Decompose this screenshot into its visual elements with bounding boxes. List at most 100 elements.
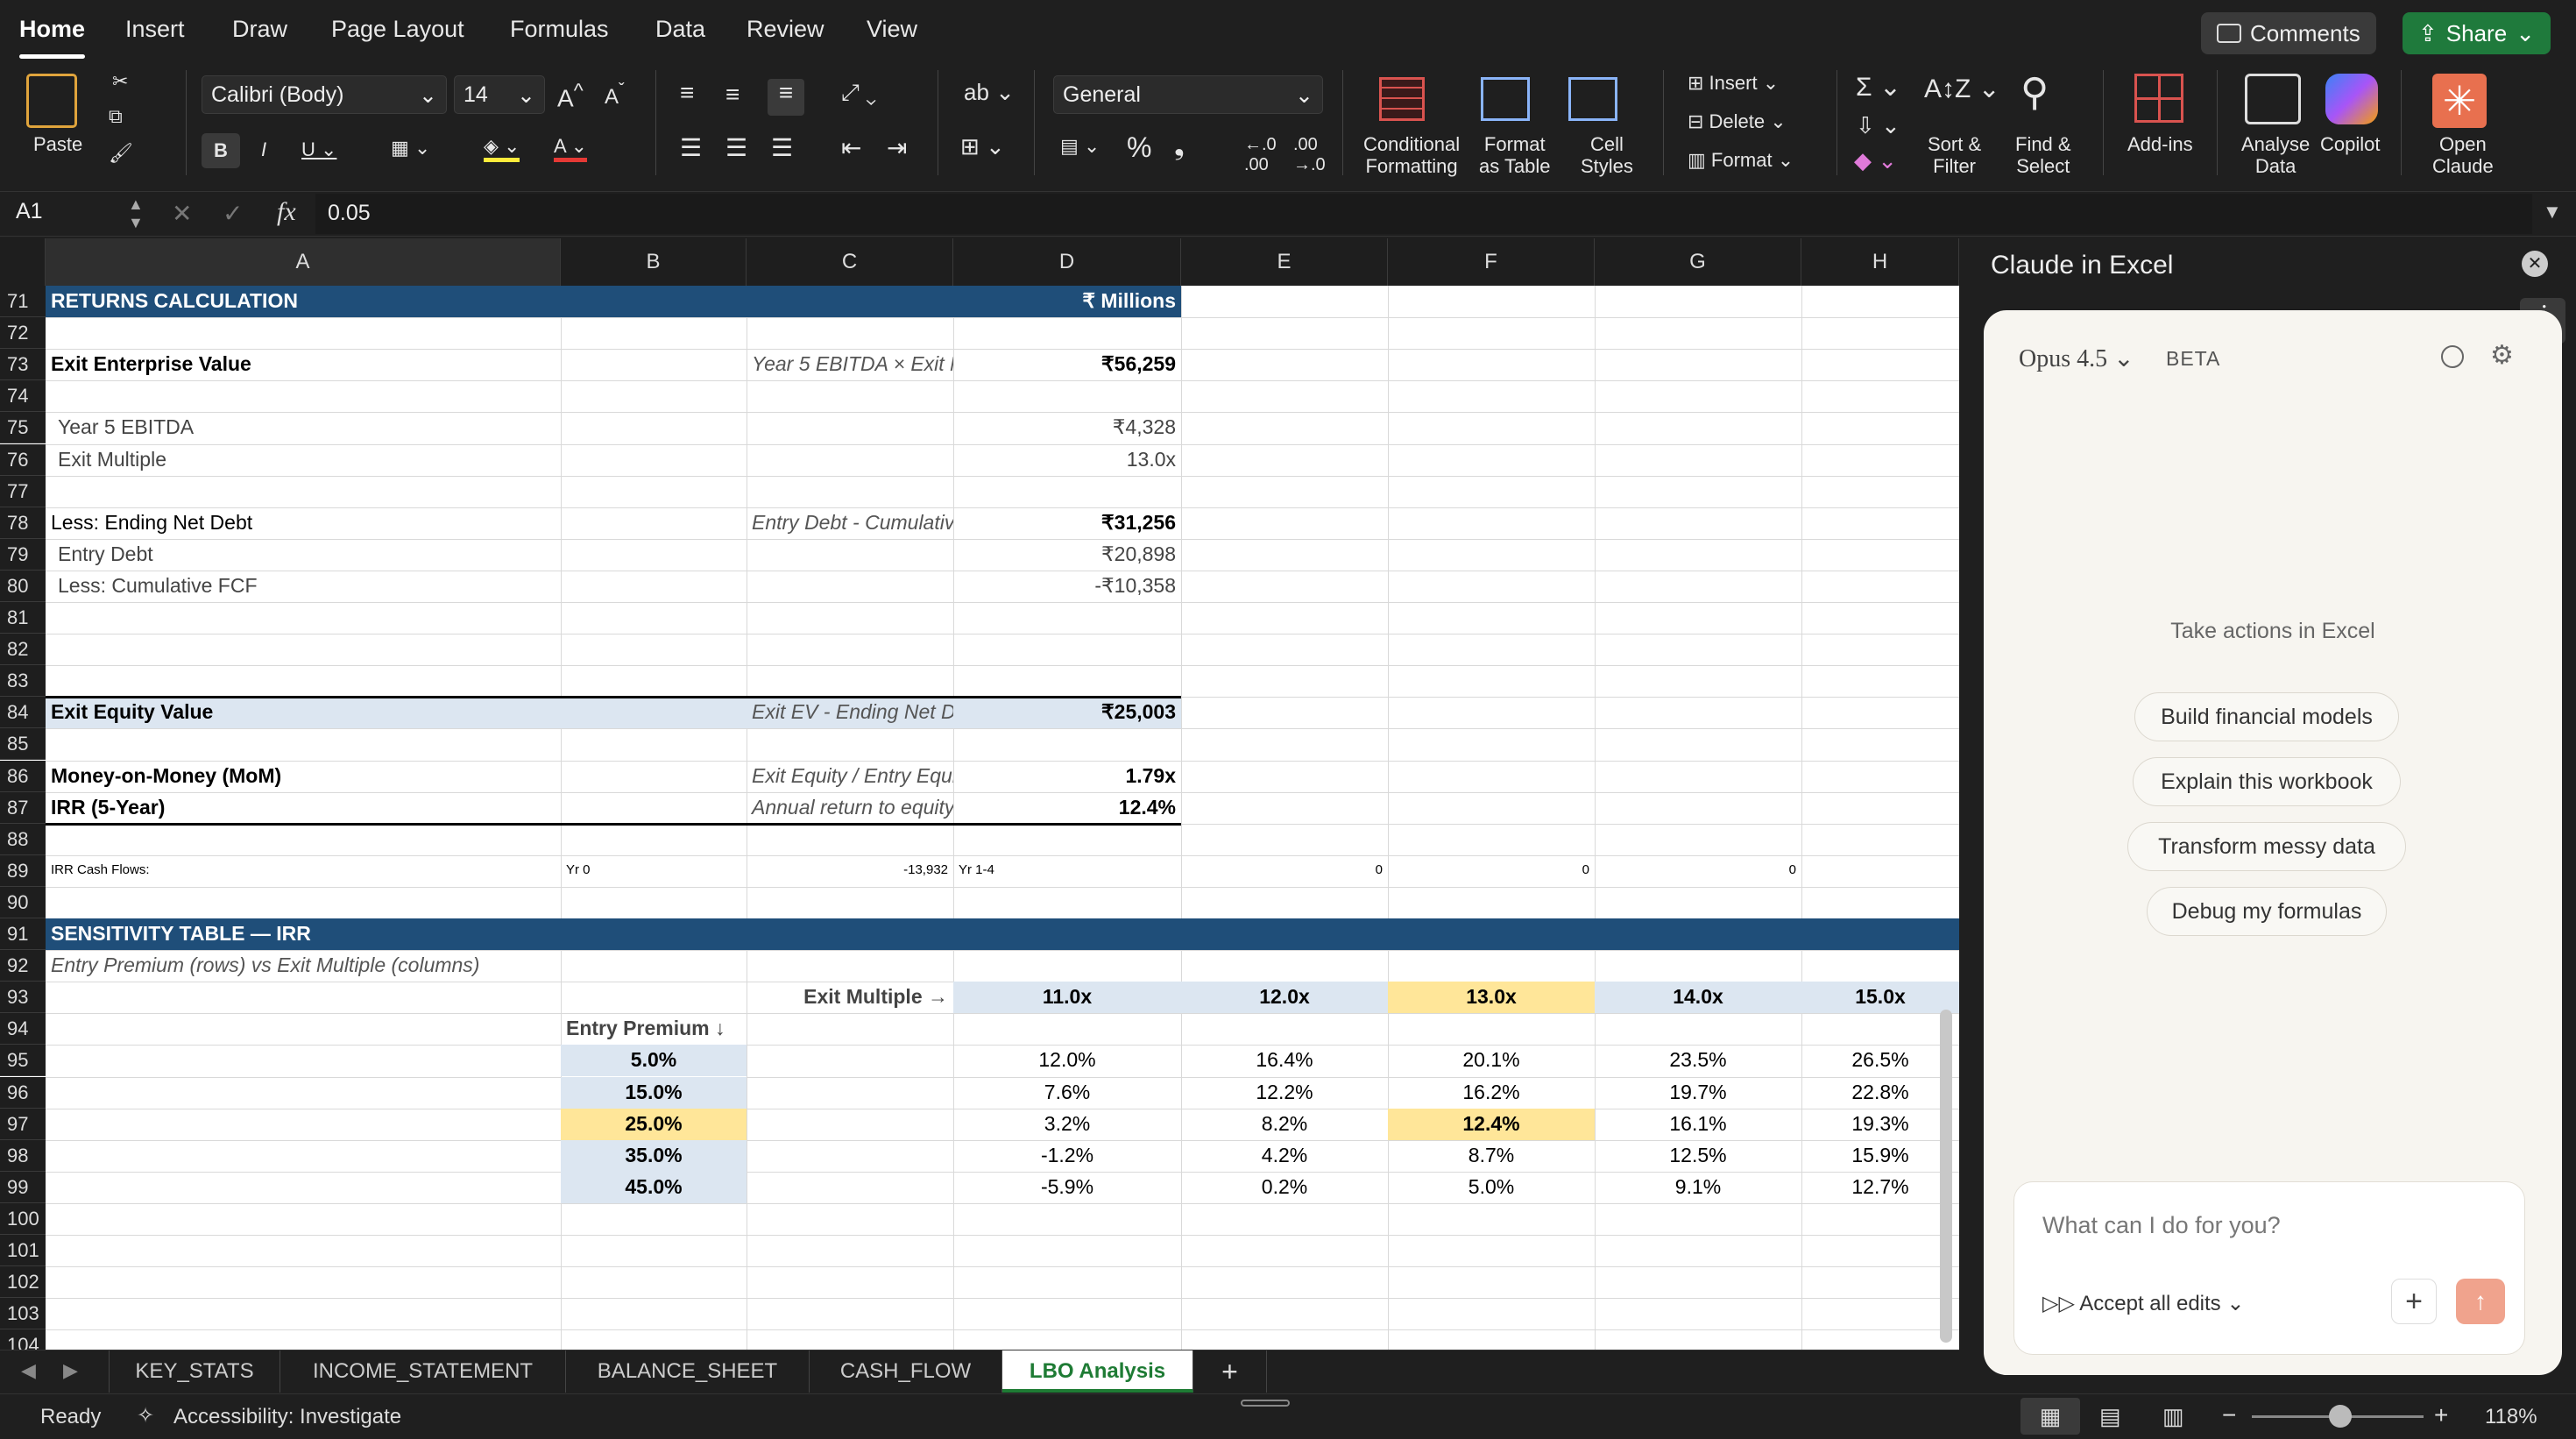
value-exit-multiple[interactable]: 13.0x — [1126, 447, 1176, 471]
increase-font-icon[interactable]: A^ — [557, 79, 584, 112]
find-icon[interactable]: ⚲ — [2020, 71, 2049, 114]
sensitivity-cell[interactable]: 12.0% — [1038, 1048, 1096, 1072]
decrease-indent-icon[interactable]: ⇤ — [841, 134, 862, 161]
row-header[interactable]: 86 — [0, 760, 46, 792]
add-ins-button[interactable]: Add-ins — [2127, 133, 2193, 155]
share-button[interactable]: ⇪ Share ⌄ — [2403, 12, 2551, 54]
cut-icon[interactable]: ✂ — [112, 70, 129, 92]
vertical-scrollbar[interactable] — [1940, 1010, 1952, 1343]
expand-formula-icon[interactable]: ▼ — [2543, 201, 2562, 223]
label-exit-ev[interactable]: Exit Enterprise Value — [51, 352, 251, 376]
entry-premium-axis-label[interactable]: Entry Premium ↓ — [566, 1017, 725, 1040]
sensitivity-cell[interactable]: 16.2% — [1462, 1080, 1520, 1103]
row-header[interactable]: 79 — [0, 538, 46, 571]
row-header[interactable]: 75 — [0, 412, 46, 444]
delete-cells-button[interactable]: ⊟ Delete ⌄ — [1688, 110, 1787, 132]
tab-page-layout[interactable]: Page Layout — [331, 16, 464, 42]
cash-flow-value[interactable]: 0 — [1788, 861, 1796, 877]
comments-button[interactable]: Comments — [2201, 12, 2376, 54]
row-header[interactable]: 92 — [0, 950, 46, 982]
select-all-corner[interactable] — [0, 238, 46, 286]
label-exit-equity[interactable]: Exit Equity Value — [51, 700, 214, 724]
label-entry-debt[interactable]: Entry Debt — [58, 542, 153, 565]
formula-note[interactable]: Entry Debt - Cumulative FCF — [752, 510, 953, 534]
page-break-view-icon[interactable]: ▥ — [2162, 1403, 2184, 1429]
column-header-c[interactable]: C — [747, 238, 953, 286]
model-selector[interactable]: Opus 4.5 ⌄ — [2019, 345, 2134, 372]
prev-sheet-icon[interactable]: ◀ — [21, 1359, 36, 1381]
name-box-stepper-icon[interactable]: ▲ ▼ — [128, 195, 144, 231]
format-as-table-icon[interactable] — [1481, 77, 1530, 121]
column-header-a[interactable]: A — [46, 238, 561, 286]
sensitivity-cell[interactable]: 22.8% — [1851, 1080, 1909, 1103]
suggestion-debug-formulas[interactable]: Debug my formulas — [2147, 887, 2387, 936]
tab-review[interactable]: Review — [747, 16, 824, 42]
row-header[interactable]: 85 — [0, 728, 46, 761]
column-header-d[interactable]: D — [953, 238, 1181, 286]
row-header[interactable]: 98 — [0, 1139, 46, 1172]
close-panel-icon[interactable]: ✕ — [2522, 251, 2548, 277]
label-irr[interactable]: IRR (5-Year) — [51, 795, 166, 819]
paste-label[interactable]: Paste — [33, 133, 83, 155]
sensitivity-cell[interactable]: 12.5% — [1669, 1143, 1727, 1166]
orientation-icon[interactable]: ⤢ ⌄ — [841, 79, 877, 105]
row-header[interactable]: 87 — [0, 791, 46, 824]
sensitivity-subtitle[interactable]: Entry Premium (rows) vs Exit Multiple (c… — [51, 953, 480, 977]
zoom-out-icon[interactable]: − — [2222, 1401, 2237, 1428]
label-ebitda[interactable]: Year 5 EBITDA — [58, 415, 195, 439]
open-claude-button[interactable]: Open Claude — [2432, 133, 2494, 177]
row-header[interactable]: 90 — [0, 886, 46, 918]
row-header[interactable]: 89 — [0, 854, 46, 887]
increase-decimal-icon[interactable]: ←.0.00 — [1244, 135, 1277, 174]
tab-view[interactable]: View — [867, 16, 918, 42]
sensitivity-cell[interactable]: 3.2% — [1044, 1111, 1091, 1135]
name-box[interactable]: A1 — [16, 199, 43, 223]
sensitivity-cell[interactable]: 26.5% — [1851, 1048, 1909, 1072]
sensitivity-cell[interactable]: 7.6% — [1044, 1080, 1091, 1103]
attach-plus-icon[interactable]: + — [2391, 1279, 2437, 1324]
accessibility-status[interactable]: Accessibility: Investigate — [173, 1405, 402, 1428]
sensitivity-cell[interactable]: 16.1% — [1669, 1111, 1727, 1135]
cash-flow-year[interactable]: Yr 1-4 — [959, 861, 994, 877]
column-header-g[interactable]: G — [1595, 238, 1801, 286]
row-header[interactable]: 96 — [0, 1076, 46, 1109]
value-mom[interactable]: 1.79x — [1125, 763, 1176, 787]
function-icon[interactable]: fx — [277, 197, 296, 226]
send-arrow-icon[interactable]: ↑ — [2456, 1279, 2505, 1324]
add-ins-icon[interactable] — [2134, 74, 2183, 123]
sort-filter-button[interactable]: Sort & Filter — [1928, 133, 1982, 177]
confirm-icon[interactable]: ✓ — [223, 200, 244, 227]
formula-note[interactable]: Year 5 EBITDA × Exit Multiple — [752, 352, 953, 376]
worksheet-grid[interactable]: A B C D E F G H 71 72 73 74 75 76 77 78 79 80 81 82 83 84 85 86… — [0, 238, 1959, 1350]
exit-multiple-header[interactable]: 12.0x — [1259, 985, 1310, 1009]
decrease-decimal-icon[interactable]: .00 →.0 — [1293, 135, 1326, 174]
value-ebitda[interactable]: ₹4,328 — [1112, 415, 1176, 439]
cash-flow-year[interactable]: Yr 0 — [566, 861, 591, 877]
sensitivity-cell[interactable]: 5.0% — [1468, 1174, 1515, 1198]
underline-button[interactable]: U ⌄ — [301, 138, 337, 160]
font-name-select[interactable]: Calibri (Body) ⌄ — [202, 75, 447, 114]
row-header[interactable]: 72 — [0, 317, 46, 350]
entry-premium-row-label[interactable]: 5.0% — [630, 1048, 677, 1072]
align-left-icon[interactable]: ☰ — [680, 134, 703, 161]
conditional-formatting-button[interactable]: Conditional Formatting — [1363, 133, 1461, 177]
entry-premium-row-label[interactable]: 25.0% — [625, 1111, 683, 1135]
conditional-formatting-icon[interactable] — [1379, 77, 1425, 121]
formula-note[interactable]: Exit EV - Ending Net Debt — [752, 700, 953, 724]
sensitivity-cell[interactable]: 8.7% — [1468, 1143, 1515, 1166]
clear-icon[interactable]: ◆ ⌄ — [1854, 147, 1898, 174]
label-cash-flows[interactable]: IRR Cash Flows: — [51, 861, 150, 877]
percent-icon[interactable]: % — [1127, 131, 1152, 163]
sort-filter-icon[interactable]: A↕Z ⌄ — [1924, 74, 2000, 103]
font-color-icon[interactable]: A ⌄ — [554, 135, 588, 162]
formula-note[interactable]: Annual return to equity — [752, 795, 953, 819]
chat-input[interactable]: What can I do for you? — [2042, 1212, 2281, 1238]
analyse-data-button[interactable]: Analyse Data — [2241, 133, 2311, 177]
sheet-tab-key-stats[interactable]: KEY_STATS — [109, 1350, 280, 1393]
suggestion-build-models[interactable]: Build financial models — [2134, 692, 2399, 741]
paste-icon[interactable] — [26, 74, 77, 128]
exit-multiple-header[interactable]: 15.0x — [1855, 985, 1906, 1009]
tab-data[interactable]: Data — [655, 16, 706, 42]
format-painter-icon[interactable]: 🖌 — [109, 142, 133, 164]
format-cells-button[interactable]: ▥ Format ⌄ — [1688, 149, 1794, 171]
